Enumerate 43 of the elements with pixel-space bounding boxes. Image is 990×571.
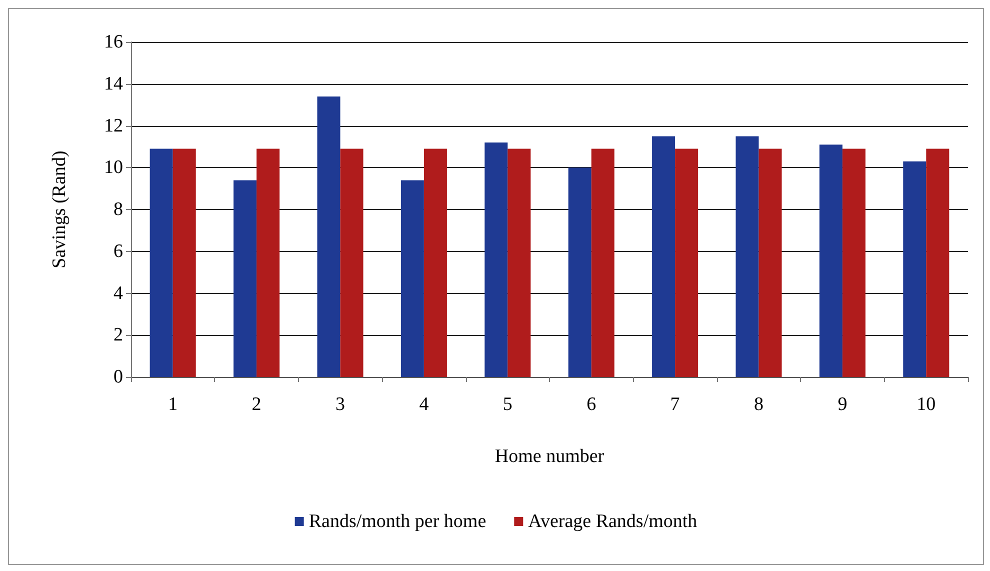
y-tick-label: 14 [104, 73, 124, 94]
bar [234, 180, 257, 377]
bar [508, 148, 531, 377]
bar [568, 168, 592, 377]
x-tick-label: 4 [419, 394, 430, 415]
legend-label: Rands/month per home [308, 511, 486, 532]
bar [819, 144, 842, 377]
bar [484, 142, 508, 377]
bar [400, 180, 424, 377]
y-tick-label: 8 [114, 199, 123, 220]
y-tick-label: 10 [104, 157, 123, 178]
bar [926, 148, 950, 377]
bar [424, 148, 447, 377]
x-tick-label: 2 [252, 394, 262, 415]
bar [675, 148, 698, 377]
y-tick-label: 2 [114, 324, 123, 346]
bar [172, 148, 196, 377]
bar [591, 148, 614, 377]
y-axis-title: Savings (Rand) [49, 150, 70, 268]
y-tick-label: 16 [104, 32, 123, 52]
bar [736, 136, 759, 377]
y-tick-label: 6 [114, 240, 123, 262]
y-tick-label: 0 [114, 366, 123, 388]
x-tick-label: 6 [586, 394, 596, 415]
bar [317, 96, 340, 377]
bar [842, 148, 866, 377]
bar [652, 136, 676, 377]
x-tick-label: 9 [838, 394, 848, 415]
bar [256, 148, 280, 377]
x-tick-label: 8 [754, 394, 764, 415]
bar [903, 161, 926, 377]
legend-label: Average Rands/month [528, 511, 698, 532]
x-tick-label: 1 [168, 394, 178, 415]
x-tick-label: 3 [336, 394, 345, 415]
bar [758, 148, 782, 377]
bar [150, 148, 173, 377]
x-tick-label: 10 [916, 394, 936, 415]
bar [340, 148, 364, 377]
x-tick-label: 5 [502, 394, 512, 415]
x-axis-title: Home number [494, 446, 605, 467]
x-tick-label: 7 [670, 394, 680, 415]
y-tick-label: 12 [104, 115, 123, 136]
y-tick-label: 4 [114, 282, 124, 304]
